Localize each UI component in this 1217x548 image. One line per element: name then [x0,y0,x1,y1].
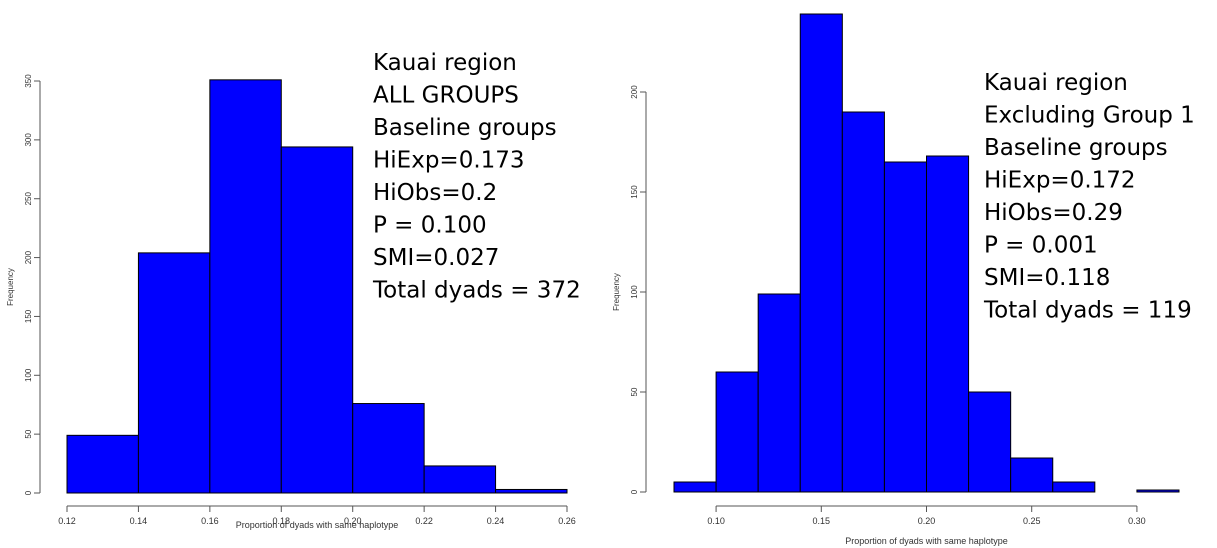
x-tick-label: 0.10 [707,516,725,526]
y-tick-label: 150 [24,309,33,323]
histogram-bar [352,403,425,494]
histogram-bar [423,465,497,494]
x-tick-label: 0.15 [813,516,831,526]
x-tick-label: 0.26 [558,516,576,526]
y-axis-label: Frequency [612,273,621,311]
annotation-line: HiExp=0.172 [984,168,1136,194]
x-tick-label: 0.30 [1128,516,1146,526]
annotation-line: ALL GROUPS [373,83,519,109]
histogram-bar [757,293,801,493]
annotation-line: HiExp=0.173 [373,148,525,174]
histogram-bar [137,252,211,494]
x-tick-label: 0.22 [415,516,433,526]
annotation-line: HiObs=0.2 [373,180,497,206]
chart-panel-2: 0.10 0.15 0.20 0.25 0.30 0 50 100 150 200 Proporti… [612,13,1195,546]
annotation-line: Total dyads = 372 [372,278,581,304]
x-tick-label: 0.14 [130,516,148,526]
y-tick-label: 0 [24,490,33,495]
y-tick-label: 150 [630,185,639,199]
histogram-bar [280,146,354,494]
y-tick-label: 100 [630,285,639,299]
annotation-line: Kauai region [984,70,1128,96]
histogram-bar [968,391,1012,493]
histogram-bar [799,13,843,493]
annotation-line: Baseline groups [984,135,1168,161]
annotation-line: Excluding Group 1 [984,103,1195,129]
histogram-bar [209,79,282,494]
x-tick-label: 0.18 [273,516,291,526]
histogram-bar [926,155,970,493]
x-tick-label: 0.24 [487,516,505,526]
x-axis-label: Proportion of dyads with same haplotype [845,536,1008,546]
x-tick-label: 0.20 [918,516,936,526]
annotation-line: Total dyads = 119 [983,298,1192,324]
annotation-line: SMI=0.027 [373,245,499,271]
histogram-bar [883,161,928,493]
chart-panel-1: 0.12 0.14 0.16 0.18 0.20 0.22 0.24 0.26 0 50 100 15… [6,50,581,530]
annotation-line: P = 0.100 [373,213,487,239]
histogram-bar [1136,489,1180,493]
histogram-bar [1052,481,1096,493]
y-tick-label: 0 [630,489,639,494]
y-tick-label: 200 [630,85,639,99]
y-tick-label: 300 [24,133,33,147]
x-tick-label: 0.20 [344,516,362,526]
histogram-bar [715,371,759,493]
x-axis-label: Proportion of dyads with same haplotype [236,520,399,530]
y-axis-label: Frequency [6,268,15,306]
x-tick-label: 0.12 [58,516,76,526]
annotation-line: HiObs=0.29 [984,200,1123,226]
annotation-line: Baseline groups [373,115,557,141]
y-tick-label: 250 [24,192,33,206]
x-tick-label: 0.16 [201,516,219,526]
histogram-bar [66,434,139,494]
annotation-line: Kauai region [373,50,517,76]
y-tick-label: 200 [24,250,33,264]
y-tick-label: 50 [24,429,33,438]
y-tick-label: 100 [24,368,33,382]
histogram-bar [1010,457,1054,493]
y-tick-label: 350 [24,74,33,88]
y-tick-label: 50 [630,387,639,396]
histogram-bar [673,481,717,493]
annotation-line: SMI=0.118 [984,265,1110,291]
x-tick-label: 0.25 [1023,516,1041,526]
annotation-line: P = 0.001 [984,233,1098,259]
histogram-bar [841,111,885,493]
histogram-bar [495,488,568,494]
